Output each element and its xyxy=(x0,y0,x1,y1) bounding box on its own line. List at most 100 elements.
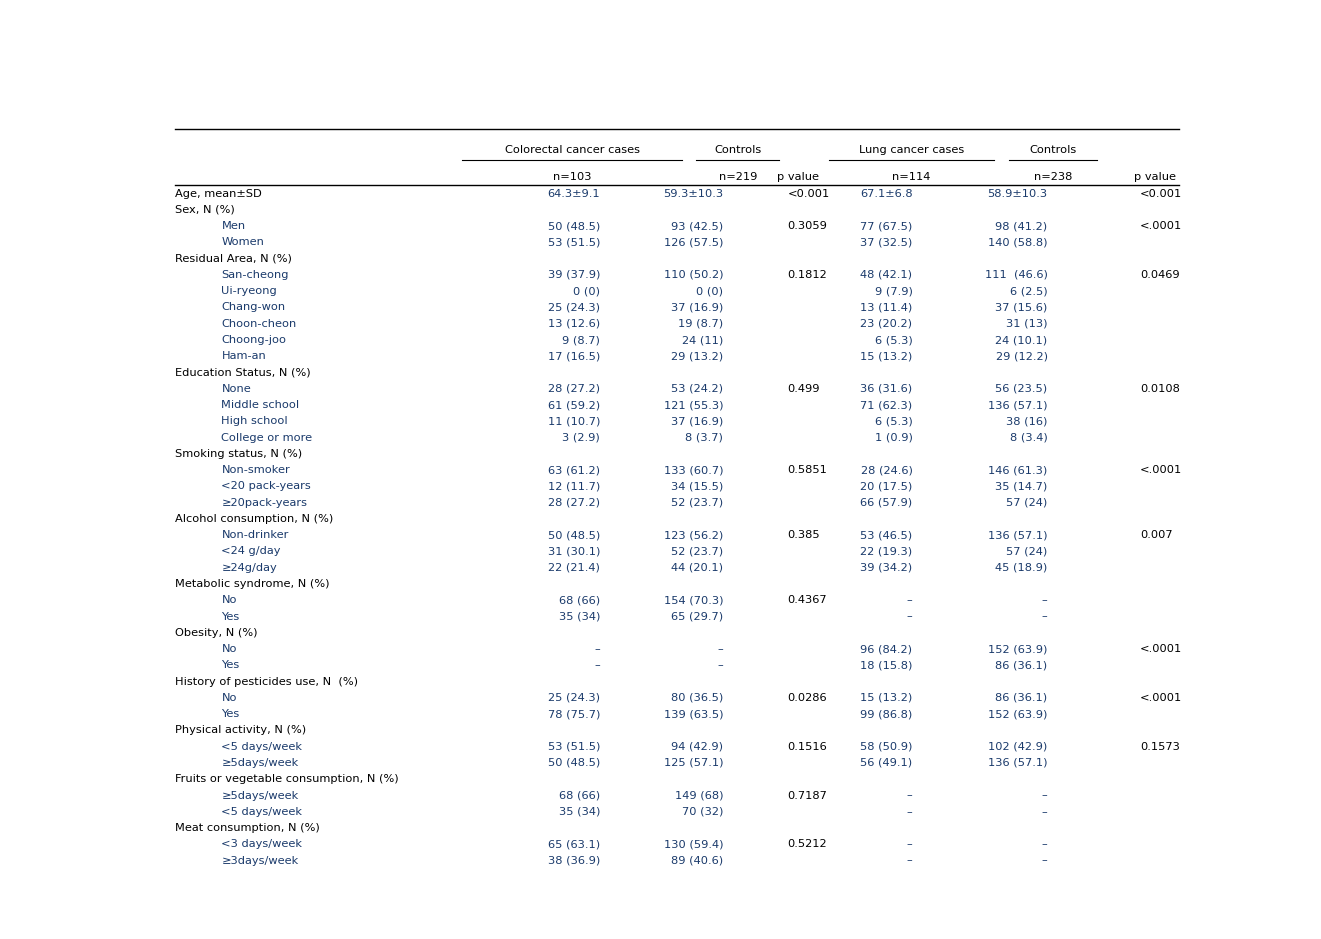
Text: 31 (13): 31 (13) xyxy=(1007,318,1048,329)
Text: 111  (46.6): 111 (46.6) xyxy=(984,269,1048,280)
Text: 78 (75.7): 78 (75.7) xyxy=(548,709,600,719)
Text: n=114: n=114 xyxy=(892,172,930,182)
Text: 37 (32.5): 37 (32.5) xyxy=(860,238,913,247)
Text: 45 (18.9): 45 (18.9) xyxy=(995,562,1048,573)
Text: 98 (41.2): 98 (41.2) xyxy=(996,221,1048,231)
Text: 65 (29.7): 65 (29.7) xyxy=(671,611,723,622)
Text: 50 (48.5): 50 (48.5) xyxy=(548,221,600,231)
Text: 50 (48.5): 50 (48.5) xyxy=(548,758,600,768)
Text: 3 (2.9): 3 (2.9) xyxy=(563,433,600,442)
Text: 28 (27.2): 28 (27.2) xyxy=(548,384,600,393)
Text: 0.1573: 0.1573 xyxy=(1140,742,1180,752)
Text: p value: p value xyxy=(777,172,819,182)
Text: 6 (5.3): 6 (5.3) xyxy=(875,416,913,426)
Text: 50 (48.5): 50 (48.5) xyxy=(548,531,600,540)
Text: 123 (56.2): 123 (56.2) xyxy=(664,531,723,540)
Text: 96 (84.2): 96 (84.2) xyxy=(860,644,913,654)
Text: 25 (24.3): 25 (24.3) xyxy=(548,693,600,703)
Text: 61 (59.2): 61 (59.2) xyxy=(548,400,600,410)
Text: 6 (5.3): 6 (5.3) xyxy=(875,335,913,345)
Text: 94 (42.9): 94 (42.9) xyxy=(671,742,723,752)
Text: <0.001: <0.001 xyxy=(1140,189,1182,198)
Text: p value: p value xyxy=(1135,172,1176,182)
Text: 93 (42.5): 93 (42.5) xyxy=(671,221,723,231)
Text: 35 (34): 35 (34) xyxy=(559,611,600,622)
Text: 0.3059: 0.3059 xyxy=(787,221,827,231)
Text: Ui-ryeong: Ui-ryeong xyxy=(222,286,277,296)
Text: <5 days/week: <5 days/week xyxy=(222,742,303,752)
Text: –: – xyxy=(906,807,913,817)
Text: No: No xyxy=(222,595,236,606)
Text: <20 pack-years: <20 pack-years xyxy=(222,482,312,491)
Text: 0.007: 0.007 xyxy=(1140,531,1172,540)
Text: 48 (42.1): 48 (42.1) xyxy=(860,269,913,280)
Text: No: No xyxy=(222,644,236,654)
Text: 12 (11.7): 12 (11.7) xyxy=(548,482,600,491)
Text: Non-smoker: Non-smoker xyxy=(222,465,291,475)
Text: ≥3days/week: ≥3days/week xyxy=(222,855,299,866)
Text: 67.1±6.8: 67.1±6.8 xyxy=(860,189,913,198)
Text: 121 (55.3): 121 (55.3) xyxy=(663,400,723,410)
Text: –: – xyxy=(1042,855,1048,866)
Text: 35 (34): 35 (34) xyxy=(559,807,600,817)
Text: 64.3±9.1: 64.3±9.1 xyxy=(548,189,600,198)
Text: 146 (61.3): 146 (61.3) xyxy=(988,465,1048,475)
Text: 13 (11.4): 13 (11.4) xyxy=(860,302,913,313)
Text: 22 (21.4): 22 (21.4) xyxy=(548,562,600,573)
Text: 149 (68): 149 (68) xyxy=(675,791,723,801)
Text: 0.499: 0.499 xyxy=(787,384,820,393)
Text: Physical activity, N (%): Physical activity, N (%) xyxy=(176,726,306,735)
Text: 53 (24.2): 53 (24.2) xyxy=(671,384,723,393)
Text: 130 (59.4): 130 (59.4) xyxy=(663,839,723,849)
Text: Metabolic syndrome, N (%): Metabolic syndrome, N (%) xyxy=(176,579,330,589)
Text: San-cheong: San-cheong xyxy=(222,269,289,280)
Text: 23 (20.2): 23 (20.2) xyxy=(860,318,913,329)
Text: –: – xyxy=(906,791,913,801)
Text: Age, mean±SD: Age, mean±SD xyxy=(176,189,262,198)
Text: 133 (60.7): 133 (60.7) xyxy=(663,465,723,475)
Text: 28 (27.2): 28 (27.2) xyxy=(548,498,600,508)
Text: 102 (42.9): 102 (42.9) xyxy=(988,742,1048,752)
Text: 9 (8.7): 9 (8.7) xyxy=(563,335,600,345)
Text: ≥5days/week: ≥5days/week xyxy=(222,791,299,801)
Text: <.0001: <.0001 xyxy=(1140,221,1182,231)
Text: 0.7187: 0.7187 xyxy=(787,791,827,801)
Text: 70 (32): 70 (32) xyxy=(682,807,723,817)
Text: 0.5212: 0.5212 xyxy=(787,839,827,849)
Text: 24 (10.1): 24 (10.1) xyxy=(996,335,1048,345)
Text: ≥20pack-years: ≥20pack-years xyxy=(222,498,308,508)
Text: 0 (0): 0 (0) xyxy=(696,286,723,296)
Text: Meat consumption, N (%): Meat consumption, N (%) xyxy=(176,824,320,833)
Text: Fruits or vegetable consumption, N (%): Fruits or vegetable consumption, N (%) xyxy=(176,775,399,784)
Text: Sex, N (%): Sex, N (%) xyxy=(176,205,235,215)
Text: 9 (7.9): 9 (7.9) xyxy=(875,286,913,296)
Text: –: – xyxy=(906,855,913,866)
Text: Ham-an: Ham-an xyxy=(222,351,267,362)
Text: –: – xyxy=(1042,839,1048,849)
Text: –: – xyxy=(717,660,723,670)
Text: <.0001: <.0001 xyxy=(1140,693,1182,703)
Text: 86 (36.1): 86 (36.1) xyxy=(996,693,1048,703)
Text: 77 (67.5): 77 (67.5) xyxy=(860,221,913,231)
Text: 154 (70.3): 154 (70.3) xyxy=(663,595,723,606)
Text: 15 (13.2): 15 (13.2) xyxy=(860,693,913,703)
Text: None: None xyxy=(222,384,251,393)
Text: <.0001: <.0001 xyxy=(1140,465,1182,475)
Text: Residual Area, N (%): Residual Area, N (%) xyxy=(176,254,292,264)
Text: 0.1812: 0.1812 xyxy=(787,269,827,280)
Text: 136 (57.1): 136 (57.1) xyxy=(988,400,1048,410)
Text: ≥5days/week: ≥5days/week xyxy=(222,758,299,768)
Text: 110 (50.2): 110 (50.2) xyxy=(663,269,723,280)
Text: Alcohol consumption, N (%): Alcohol consumption, N (%) xyxy=(176,514,334,524)
Text: 68 (66): 68 (66) xyxy=(559,595,600,606)
Text: 34 (15.5): 34 (15.5) xyxy=(671,482,723,491)
Text: 20 (17.5): 20 (17.5) xyxy=(860,482,913,491)
Text: 1 (0.9): 1 (0.9) xyxy=(875,433,913,442)
Text: n=103: n=103 xyxy=(552,172,592,182)
Text: 25 (24.3): 25 (24.3) xyxy=(548,302,600,313)
Text: –: – xyxy=(1042,807,1048,817)
Text: ≥24g/day: ≥24g/day xyxy=(222,562,277,573)
Text: –: – xyxy=(1042,611,1048,622)
Text: 37 (16.9): 37 (16.9) xyxy=(671,416,723,426)
Text: 6 (2.5): 6 (2.5) xyxy=(1011,286,1048,296)
